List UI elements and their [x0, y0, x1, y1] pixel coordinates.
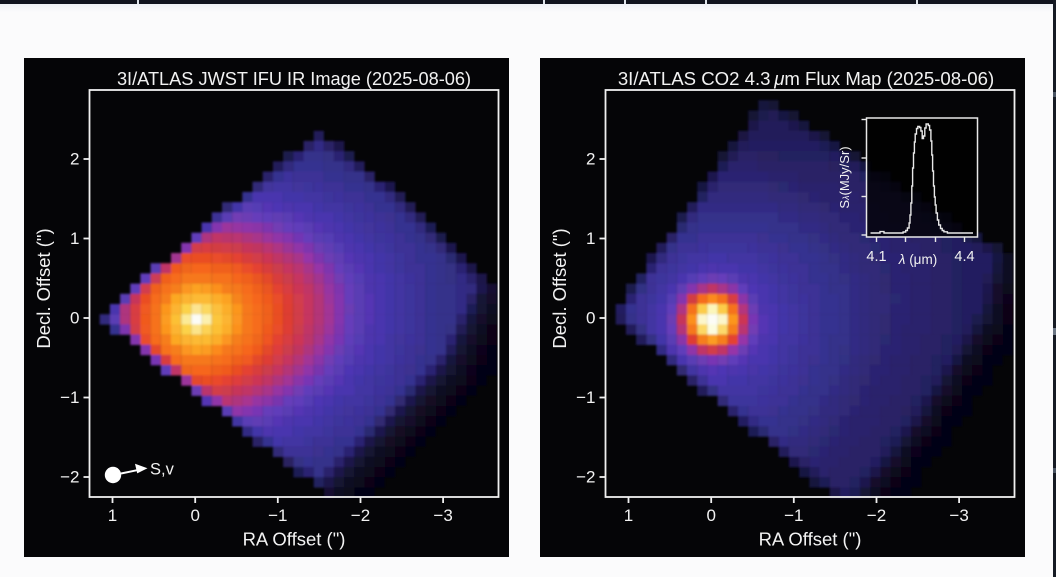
svg-text:−2: −2 [866, 506, 885, 525]
svg-text:−3: −3 [949, 506, 968, 525]
svg-text:−1: −1 [576, 388, 595, 407]
svg-text:2: 2 [586, 150, 595, 169]
svg-text:1: 1 [70, 229, 79, 248]
svg-text:1: 1 [623, 506, 632, 525]
svg-text:3I/ATLAS CO2 4.3 μm Flux Map (: 3I/ATLAS CO2 4.3 μm Flux Map (2025-08-06… [617, 68, 993, 89]
svg-text:RA Offset ("): RA Offset (") [758, 529, 861, 550]
svg-text:Decl. Offset ("): Decl. Offset (") [33, 228, 54, 348]
svg-text:0: 0 [70, 309, 79, 328]
svg-text:Decl. Offset ("): Decl. Offset (") [549, 228, 570, 348]
svg-text:3I/ATLAS JWST IFU IR Image (20: 3I/ATLAS JWST IFU IR Image (2025-08-06) [116, 69, 470, 89]
svg-text:−2: −2 [576, 468, 595, 487]
svg-text:0: 0 [190, 506, 199, 525]
svg-text:−3: −3 [433, 506, 452, 525]
svg-text:RA Offset ("): RA Offset (") [242, 529, 345, 550]
svg-text:−1: −1 [268, 506, 287, 525]
svg-text:−2: −2 [60, 468, 79, 487]
svg-text:1: 1 [586, 229, 595, 248]
svg-text:S,v: S,v [150, 461, 175, 479]
svg-text:4.4: 4.4 [954, 249, 974, 265]
svg-text:2: 2 [70, 150, 79, 169]
svg-text:1: 1 [107, 506, 116, 525]
svg-text:−1: −1 [784, 506, 803, 525]
svg-text:0: 0 [706, 506, 715, 525]
svg-text:Sλ(MJy/Sr): Sλ(MJy/Sr) [837, 146, 852, 208]
svg-text:0: 0 [586, 309, 595, 328]
svg-text:4.1: 4.1 [866, 249, 886, 265]
svg-text:−2: −2 [350, 506, 369, 525]
svg-text:λ (μm): λ (μm) [897, 252, 936, 267]
svg-text:−1: −1 [60, 388, 79, 407]
